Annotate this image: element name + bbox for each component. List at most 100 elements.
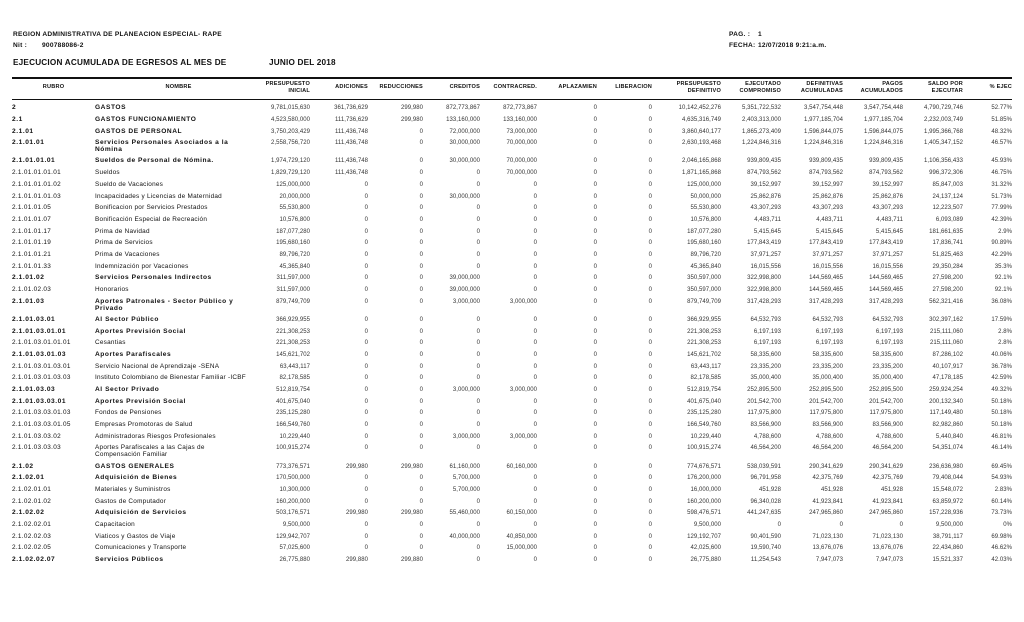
cell-saldo-por-ejecutar: 63,859,972 xyxy=(932,498,963,505)
table-row: 2.1.01.01.19 Prima de Servicios 195,680,16… xyxy=(12,238,1012,250)
cell-pagos-acumulados: 939,809,435 xyxy=(869,158,903,165)
cell-pagos-acumulados: 23,335,200 xyxy=(872,363,903,370)
cell-saldo-por-ejecutar: 38,791,117 xyxy=(932,533,963,540)
cell-aplazamientos: 0 xyxy=(593,340,597,347)
cell-nombre: Servicios Personales Asociados a la Nómi… xyxy=(95,139,229,154)
cell-presupuesto-inicial: 10,576,800 xyxy=(279,216,310,223)
cell-contracreditos: 0 xyxy=(533,445,537,452)
cell-pagos-acumulados: 201,542,700 xyxy=(869,398,903,405)
cell-ejecutado-compromiso: 90,401,590 xyxy=(750,533,781,540)
col-reducciones: REDUCCIONES xyxy=(379,84,423,91)
cell-reducciones: 0 xyxy=(419,193,423,200)
cell-definitivas-acumuladas: 1,224,846,316 xyxy=(803,140,843,147)
cell-nombre: Servicios Personales Indirectos xyxy=(95,274,212,282)
cell-ejecutado-compromiso: 25,862,876 xyxy=(750,193,781,200)
cell-presupuesto-inicial: 129,942,707 xyxy=(276,533,310,540)
cell-reducciones: 0 xyxy=(419,263,423,270)
cell-aplazamientos: 0 xyxy=(593,410,597,417)
cell-aplazamientos: 0 xyxy=(593,105,597,112)
cell-aplazamientos: 0 xyxy=(593,240,597,247)
cell-adiciones: 0 xyxy=(364,433,368,440)
cell-nombre: Cesantias xyxy=(95,339,126,347)
cell-porcentaje-ejecucion: 50.18% xyxy=(991,422,1012,429)
cell-adiciones: 111,436,748 xyxy=(334,158,368,165)
cell-aplazamientos: 0 xyxy=(593,216,597,223)
cell-aplazamientos: 0 xyxy=(593,205,597,212)
cell-presupuesto-definitivo: 195,680,160 xyxy=(687,240,721,247)
cell-reducciones: 0 xyxy=(419,228,423,235)
cell-presupuesto-definitivo: 145,621,702 xyxy=(687,351,721,358)
cell-contracreditos: 3,000,000 xyxy=(509,433,537,440)
col-saldo-por-ejecutar: SALDO POR EJECUTAR xyxy=(927,81,963,94)
cell-contracreditos: 0 xyxy=(533,475,537,482)
cell-reducciones: 0 xyxy=(419,128,423,135)
cell-definitivas-acumuladas: 6,197,193 xyxy=(815,340,843,347)
cell-presupuesto-inicial: 100,915,274 xyxy=(276,445,310,452)
cell-nombre: Bonificacion por Servicios Prestados xyxy=(95,204,208,212)
cell-porcentaje-ejecucion: 49.32% xyxy=(991,387,1012,393)
cell-creditos: 0 xyxy=(476,205,480,212)
cell-contracreditos: 70,000,000 xyxy=(506,158,537,165)
cell-aplazamientos: 0 xyxy=(593,170,597,177)
cell-porcentaje-ejecucion: 69.98% xyxy=(991,533,1012,540)
cell-liberacion: 0 xyxy=(648,498,652,505)
cell-creditos: 0 xyxy=(476,340,480,347)
cell-nombre: Empresas Promotoras de Salud xyxy=(95,421,193,429)
cell-contracreditos: 3,000,000 xyxy=(509,387,537,393)
cell-pagos-acumulados: 3,547,754,448 xyxy=(863,105,903,112)
cell-porcentaje-ejecucion: 2.9% xyxy=(998,228,1012,235)
cell-adiciones: 0 xyxy=(364,263,368,270)
cell-creditos: 0 xyxy=(476,351,480,358)
cell-porcentaje-ejecucion: 42.03% xyxy=(991,557,1012,564)
cell-liberacion: 0 xyxy=(648,251,652,258)
table-row: 2 GASTOS 9,781,015,630 361,736,629 299,980 87… xyxy=(12,103,1012,115)
cell-adiciones: 0 xyxy=(364,410,368,417)
cell-porcentaje-ejecucion: 73.73% xyxy=(991,510,1012,517)
cell-creditos: 61,160,000 xyxy=(449,463,480,470)
cell-aplazamientos: 0 xyxy=(593,510,597,517)
cell-porcentaje-ejecucion: 50.18% xyxy=(991,410,1012,417)
cell-rubro: 2.1.01.03.03.02 xyxy=(12,432,61,440)
cell-liberacion: 0 xyxy=(648,340,652,347)
cell-adiciones: 0 xyxy=(364,181,368,188)
cell-presupuesto-definitivo: 125,000,000 xyxy=(687,181,721,188)
cell-contracreditos: 70,000,000 xyxy=(506,140,537,147)
cell-reducciones: 0 xyxy=(419,328,423,335)
cell-presupuesto-inicial: 10,300,000 xyxy=(279,487,310,493)
cell-presupuesto-definitivo: 10,576,800 xyxy=(690,216,721,223)
nit-label: Nit : xyxy=(13,42,28,49)
table-row: 2.1.01.03.03.02 Administradoras Riesgos P… xyxy=(12,432,1012,444)
cell-reducciones: 299,980 xyxy=(400,510,423,517)
cell-aplazamientos: 0 xyxy=(593,193,597,200)
cell-saldo-por-ejecutar: 40,107,917 xyxy=(932,363,963,370)
cell-contracreditos: 40,850,000 xyxy=(506,533,537,540)
cell-porcentaje-ejecucion: 50.18% xyxy=(991,398,1012,405)
cell-reducciones: 0 xyxy=(419,251,423,258)
cell-saldo-por-ejecutar: 9,500,000 xyxy=(935,522,963,529)
cell-presupuesto-inicial: 1,974,729,120 xyxy=(270,158,310,165)
cell-pagos-acumulados: 16,015,556 xyxy=(872,263,903,270)
cell-reducciones: 0 xyxy=(419,445,423,452)
cell-porcentaje-ejecucion: 54.93% xyxy=(991,475,1012,482)
cell-aplazamientos: 0 xyxy=(593,398,597,405)
cell-rubro: 2.1 xyxy=(12,115,23,123)
table-row: 2.1.01 GASTOS DE PERSONAL 3,750,203,429 111… xyxy=(12,126,1012,138)
cell-nombre: Capacitacion xyxy=(95,521,135,529)
cell-presupuesto-definitivo: 3,860,640,177 xyxy=(681,128,721,135)
cell-porcentaje-ejecucion: 2.83% xyxy=(994,487,1012,493)
cell-nombre: Aportes Previsión Social xyxy=(95,397,186,405)
cell-rubro: 2.1.01.03.01.03.03 xyxy=(12,374,71,382)
cell-definitivas-acumuladas: 71,023,130 xyxy=(812,533,843,540)
cell-saldo-por-ejecutar: 200,132,340 xyxy=(929,398,963,405)
cell-ejecutado-compromiso: 4,788,600 xyxy=(753,433,781,440)
cell-contracreditos: 0 xyxy=(533,522,537,529)
table-row: 2.1.01.03.03 Al Sector Privado 512,819,754… xyxy=(12,385,1012,397)
cell-definitivas-acumuladas: 177,843,419 xyxy=(809,240,843,247)
cell-liberacion: 0 xyxy=(648,181,652,188)
cell-liberacion: 0 xyxy=(648,433,652,440)
cell-porcentaje-ejecucion: 51.73% xyxy=(991,193,1012,200)
cell-ejecutado-compromiso: 11,254,543 xyxy=(750,557,781,564)
cell-creditos: 0 xyxy=(476,263,480,270)
cell-pagos-acumulados: 1,977,185,704 xyxy=(863,116,903,123)
cell-reducciones: 299,980 xyxy=(400,105,423,112)
